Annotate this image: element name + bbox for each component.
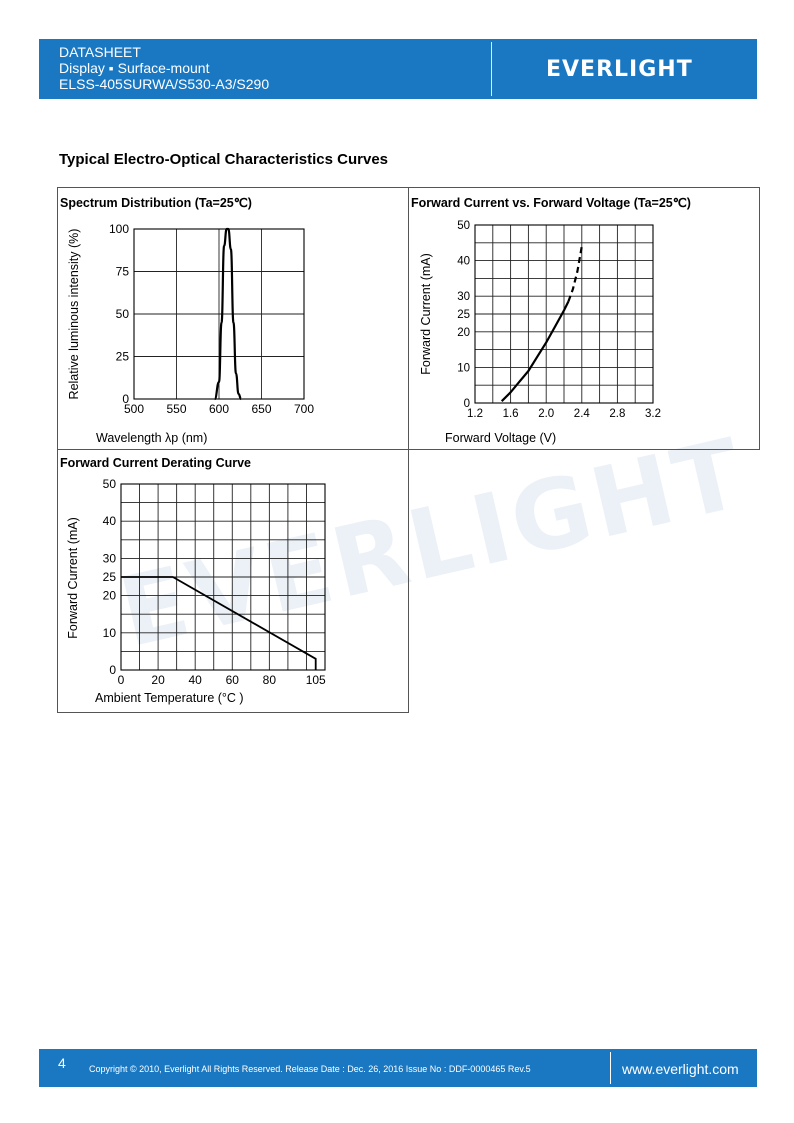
- derating-xtick-label: 105: [306, 673, 326, 687]
- spectrum-ytick-label: 25: [116, 350, 130, 364]
- iv-panel: [408, 187, 760, 450]
- iv-ytick-label: 30: [457, 291, 470, 303]
- derating-ytick-label: 25: [103, 570, 117, 584]
- iv-xtick-label: 2.4: [574, 408, 591, 420]
- derating-ytick-label: 30: [103, 551, 117, 565]
- derating-ytick-label: 40: [103, 514, 117, 528]
- spectrum-xtick-label: 650: [251, 402, 271, 416]
- spectrum-ytick-label: 100: [109, 222, 129, 236]
- derating-x-axis-label: Ambient Temperature (°C ): [95, 691, 244, 705]
- spectrum-xtick-label: 500: [124, 402, 144, 416]
- copyright-text: Copyright © 2010, Everlight All Rights R…: [89, 1064, 531, 1074]
- iv-ytick-label: 20: [457, 327, 470, 339]
- derating-xtick-label: 40: [189, 673, 203, 687]
- spectrum-series-line: [213, 227, 242, 401]
- iv-chart: 0 10 20 25 30 40 50 1.2 1.6 2.0 2.4 2.8 3.2 Forward V…: [419, 220, 661, 445]
- footer-bar: [39, 1049, 757, 1087]
- derating-series-line: [121, 576, 317, 670]
- derating-xtick-label: 80: [263, 673, 277, 687]
- derating-ytick-label: 50: [103, 477, 117, 491]
- derating-ytick-label: 10: [103, 626, 117, 640]
- header-bar: [39, 39, 757, 99]
- spectrum-xtick-label: 600: [209, 402, 229, 416]
- header-doc-type: DATASHEET: [59, 44, 141, 60]
- iv-ytick-label: 50: [457, 220, 470, 232]
- derating-ytick-label: 20: [103, 589, 117, 603]
- spectrum-xtick-label: 700: [294, 402, 314, 416]
- derating-xtick-label: 60: [226, 673, 240, 687]
- iv-ytick-label: 25: [457, 309, 470, 321]
- iv-ytick-label: 40: [457, 256, 470, 268]
- spectrum-y-axis-label: Relative luminous intensity (%): [67, 229, 81, 400]
- spectrum-x-axis-label: Wavelength λp (nm): [96, 431, 207, 445]
- spectrum-plot-frame: [133, 228, 305, 400]
- brand-logo: EVERLIGHT: [546, 57, 693, 82]
- iv-xtick-label: 1.6: [503, 408, 519, 420]
- spectrum-xtick-label: 550: [166, 402, 186, 416]
- header-part-number: ELSS-405SURWA/S530-A3/S290: [59, 76, 270, 92]
- spectrum-ytick-label: 50: [116, 307, 130, 321]
- iv-ytick-label: 0: [464, 398, 470, 410]
- derating-xtick-label: 20: [151, 673, 165, 687]
- spectrum-chart-title: Spectrum Distribution (Ta=25℃): [60, 196, 252, 210]
- derating-panel: [57, 449, 409, 713]
- iv-xtick-label: 2.8: [609, 408, 625, 420]
- section-title: Typical Electro-Optical Characteristics …: [59, 151, 389, 168]
- iv-xtick-label: 2.0: [538, 408, 554, 420]
- derating-ytick-label: 0: [109, 663, 116, 677]
- spectrum-ytick-label: 75: [116, 265, 130, 279]
- website-link[interactable]: www.everlight.com: [622, 1061, 739, 1077]
- iv-xtick-label: 3.2: [645, 408, 661, 420]
- iv-series-dashed-line: [567, 246, 583, 302]
- iv-y-axis-label: Forward Current (mA): [419, 253, 433, 375]
- spectrum-ytick-label: 0: [122, 392, 129, 406]
- iv-series-solid-line: [500, 301, 570, 402]
- iv-xtick-label: 1.2: [467, 408, 483, 420]
- derating-y-axis-label: Forward Current (mA): [66, 517, 80, 639]
- iv-chart-title: Forward Current vs. Forward Voltage (Ta=…: [411, 196, 691, 210]
- iv-ytick-label: 10: [457, 362, 470, 374]
- derating-xtick-label: 0: [118, 673, 125, 687]
- iv-x-axis-label: Forward Voltage (V): [445, 431, 556, 445]
- header-category: Display ▪ Surface-mount: [59, 60, 210, 76]
- iv-plot-frame: [474, 224, 654, 404]
- header-divider: [491, 42, 492, 96]
- spectrum-chart: 0 25 50 75 100 500 550 600 650 700 Wavelength λp (…: [67, 222, 314, 445]
- derating-chart: 0 10 20 25 30 40 50 0 20 40 60 80 105 Ambient Tempera…: [66, 477, 326, 705]
- page-number: 4: [58, 1055, 66, 1071]
- header-text: DATASHEET Display ▪ Surface-mount ELSS-4…: [59, 44, 269, 92]
- derating-chart-title: Forward Current Derating Curve: [60, 456, 252, 470]
- footer-divider: [610, 1052, 611, 1084]
